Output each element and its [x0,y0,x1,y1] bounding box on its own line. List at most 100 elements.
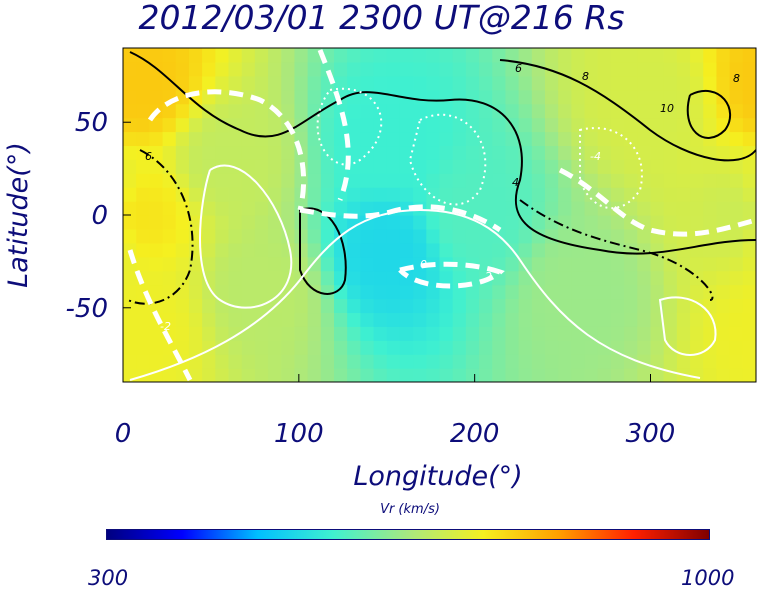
heatmap-cell [188,48,203,63]
heatmap-cell [175,117,190,133]
heatmap-cell [307,48,322,63]
heatmap-cell [650,75,665,91]
heatmap-cell [373,61,388,77]
heatmap-cell [347,242,361,258]
heatmap-cell [347,340,361,355]
heatmap-cell [584,354,599,369]
heatmap-cell [518,284,533,300]
heatmap-cell [597,368,612,382]
heatmap-cell [716,201,731,216]
heatmap-cell [334,312,348,327]
heatmap-cell [545,284,559,300]
heatmap-cell [624,89,638,105]
heatmap-cell [241,284,256,300]
heatmap-cell [703,215,718,230]
heatmap-cell [663,61,678,77]
heatmap-cell [518,173,533,188]
heatmap-cell [610,187,625,202]
heatmap-cell [716,284,731,300]
heatmap-cell [452,75,467,91]
heatmap-cell [663,256,678,272]
heatmap-cell [716,103,731,119]
heatmap-cell [610,75,625,91]
heatmap-cell [228,187,243,202]
heatmap-cell [492,89,507,105]
heatmap-cell [426,117,441,133]
heatmap-cell [624,48,638,63]
heatmap-cell [584,270,599,286]
heatmap-cell [320,354,335,369]
heatmap-cell [452,89,467,105]
heatmap-cell [202,145,216,160]
heatmap-cell [676,340,691,355]
heatmap-cell [597,173,612,188]
heatmap-cell [360,131,375,147]
heatmap-cell [703,75,718,91]
heatmap-cell [162,117,177,133]
heatmap-cell [202,201,216,216]
heatmap-cell [716,48,731,63]
heatmap-cell [268,215,282,230]
heatmap-cell [413,75,427,91]
heatmap-cell [360,61,375,77]
heatmap-cell [465,48,480,63]
heatmap-cell [320,187,335,202]
heatmap-cell [320,270,335,286]
heatmap-cell [663,354,678,369]
heatmap-cell [123,298,137,314]
heatmap-cell [123,89,137,105]
heatmap-cell [531,48,546,63]
heatmap-cell [268,242,282,258]
contour-label: 0 [420,258,427,271]
heatmap-cell [373,145,388,160]
heatmap-cell [624,368,638,382]
contour-line [579,127,643,210]
heatmap-cell [241,368,256,382]
heatmap-cell [531,326,546,341]
heatmap-cell [676,298,691,314]
heatmap-cell [742,117,756,133]
heatmap-cell [413,48,427,63]
heatmap-cell [373,103,388,119]
heatmap-cell [545,270,559,286]
heatmap-cell [584,187,599,202]
heatmap-cell [729,145,744,160]
heatmap-cell [294,103,309,119]
heatmap-cell [202,326,216,341]
heatmap-cell [479,159,493,174]
heatmap-cell [729,284,744,300]
heatmap-cell [413,173,427,188]
heatmap-cell [676,312,691,327]
heatmap-cell [545,89,559,105]
heatmap-cell [373,173,388,188]
heatmap-cell [452,312,467,327]
heatmap-cell [281,145,296,160]
heatmap-cell [742,173,756,188]
heatmap-cell [188,298,203,314]
heatmap-cell [571,131,586,147]
heatmap-cell [188,215,203,230]
heatmap-cell [610,312,625,327]
heatmap-cell [452,173,467,188]
heatmap-cell [439,75,454,91]
heatmap-cell [650,354,665,369]
heatmap-cell [545,173,559,188]
heatmap-cell [254,145,269,160]
heatmap-cell [123,103,137,119]
heatmap-cell [465,75,480,91]
heatmap-cell [426,354,441,369]
heatmap-cell [558,131,572,147]
heatmap-cell [373,201,388,216]
heatmap-cell [373,228,388,244]
heatmap-cell [729,312,744,327]
heatmap-cell [399,312,414,327]
heatmap-cell [545,312,559,327]
heatmap-cell [492,187,507,202]
heatmap-cell [663,48,678,63]
contour-label: -4 [590,150,601,163]
heatmap-cell [624,131,638,147]
heatmap-cell [452,354,467,369]
heatmap-cell [558,201,572,216]
heatmap-cell [386,242,401,258]
heatmap-cell [571,368,586,382]
